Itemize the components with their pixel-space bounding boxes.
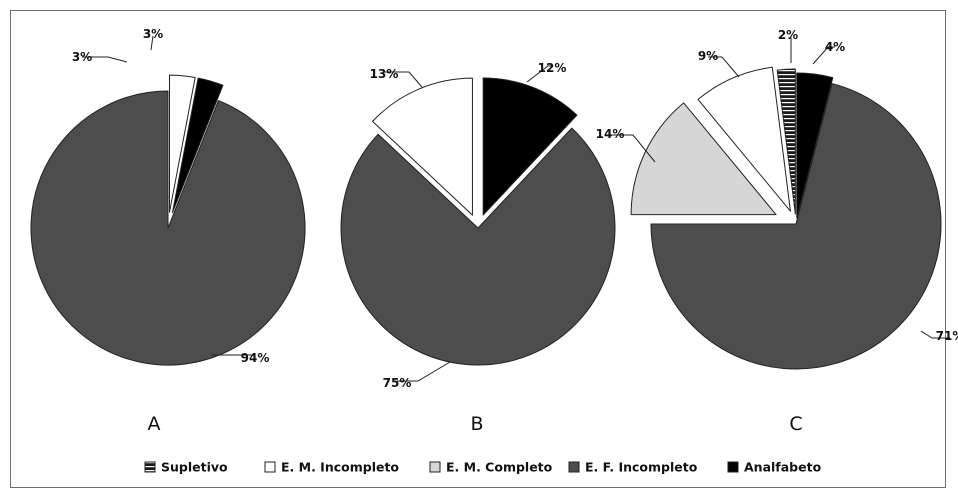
value-label-e-f-incompleto: 75%: [383, 376, 412, 390]
value-label-e-m-completo: 14%: [596, 127, 625, 141]
panel-label-b: B: [470, 413, 483, 435]
slice-analfabeto: [796, 72, 834, 219]
legend-swatch-e-m-completo: [429, 461, 441, 473]
leader-line-analfabeto: [812, 46, 835, 65]
slice-supletivo: [776, 68, 796, 215]
leader-line-e-f-incompleto: [397, 361, 451, 382]
panel-label-a: A: [148, 413, 161, 435]
value-label-e-m-incompleto: 9%: [698, 49, 718, 63]
leader-line-e-m-incompleto: [708, 56, 740, 78]
slice-e-m-incompleto: [372, 77, 473, 216]
slice-e-f-incompleto: [30, 90, 306, 366]
legend-label-analfabeto: Analfabeto: [744, 460, 822, 475]
panel-label-c: C: [789, 413, 802, 435]
leader-line-e-f-incompleto: [920, 330, 950, 339]
legend-label-e-m-completo: E. M. Completo: [446, 460, 553, 475]
legend-item-e-m-incompleto: E. M. Incompleto: [264, 460, 399, 475]
value-label-e-f-incompleto: 94%: [241, 351, 270, 365]
value-label-analfabeto: 12%: [538, 61, 567, 75]
legend-item-supletivo: Supletivo: [144, 460, 228, 475]
slice-analfabeto: [482, 77, 578, 216]
value-label-analfabeto: 4%: [825, 40, 845, 54]
legend-swatch-e-m-incompleto: [264, 461, 276, 473]
leader-line-analfabeto: [526, 65, 552, 83]
legend: Supletivo E. M. Incompleto E. M. Completo E…: [144, 460, 822, 475]
slice-e-m-completo: [630, 102, 777, 216]
legend-swatch-supletivo: [144, 461, 156, 473]
leader-line-e-m-completo: [610, 134, 656, 163]
pie-chart-c: 4% 71% 14% 9% 2%: [596, 28, 958, 370]
value-label-e-m-incompleto: 13%: [370, 67, 399, 81]
slice-analfabeto: [171, 77, 224, 214]
value-label-e-f-incompleto: 71%: [936, 329, 958, 343]
panel-labels-group: A B C: [148, 413, 803, 435]
value-label-e-m-incompleto: 3%: [72, 50, 92, 64]
legend-label-e-m-incompleto: E. M. Incompleto: [281, 460, 399, 475]
legend-item-analfabeto: Analfabeto: [727, 460, 822, 475]
legend-label-e-f-incompleto: E. F. Incompleto: [585, 460, 698, 475]
leader-line-e-m-incompleto: [384, 71, 423, 88]
legend-swatch-e-f-incompleto: [568, 461, 580, 473]
slice-e-f-incompleto: [650, 83, 942, 370]
slice-e-m-incompleto: [697, 66, 791, 212]
pies-group: 3% 3% 94% 12% 75% 13% 4% 71% 14% 9% 2%: [30, 27, 958, 390]
slice-e-m-incompleto: [169, 74, 196, 213]
leader-line-e-m-incompleto: [82, 56, 128, 63]
value-label-analfabeto: 3%: [143, 27, 163, 41]
legend-item-e-f-incompleto: E. F. Incompleto: [568, 460, 698, 475]
legend-item-e-m-completo: E. M. Completo: [429, 460, 553, 475]
legend-swatch-analfabeto: [727, 461, 739, 473]
pie-chart-b: 12% 75% 13%: [340, 61, 616, 390]
leader-line-supletivo: [788, 37, 792, 63]
pie-chart-a: 3% 3% 94%: [30, 27, 306, 366]
slice-e-f-incompleto: [340, 127, 616, 366]
value-label-supletivo: 2%: [778, 28, 798, 42]
leader-line-analfabeto: [150, 35, 154, 51]
legend-label-supletivo: Supletivo: [161, 460, 228, 475]
